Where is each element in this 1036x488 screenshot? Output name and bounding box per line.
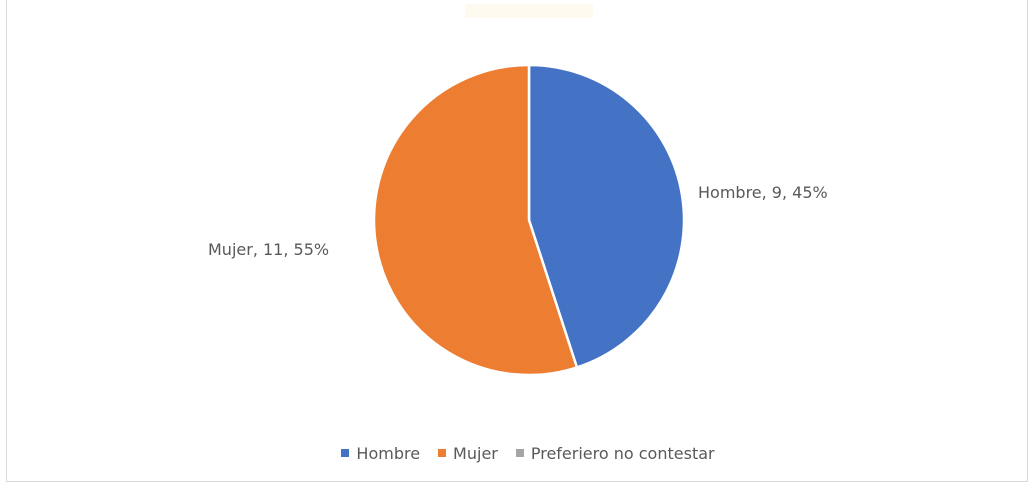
legend: Hombre Mujer Preferiero no contestar [0,438,1036,468]
data-label-mujer: Mujer, 11, 55% [208,240,329,259]
legend-swatch-mujer [438,449,447,457]
legend-swatch-hombre [341,449,350,457]
pie-slices [372,63,686,377]
legend-item-mujer: Mujer [438,444,498,463]
pie-slice-hombre [527,63,686,369]
title-placeholder [465,4,593,18]
legend-label-preferiero-no-contestar: Preferiero no contestar [530,443,715,463]
legend-label-hombre: Hombre [356,443,421,463]
pie-slice-mujer [372,63,579,377]
legend-item-preferiero-no-contestar: Preferiero no contestar [515,443,715,463]
legend-label-mujer: Mujer [453,443,498,463]
legend-item-hombre: Hombre [341,444,420,463]
data-label-hombre: Hombre, 9, 45% [698,183,828,202]
legend-swatch-preferiero-no-contestar [515,449,524,457]
